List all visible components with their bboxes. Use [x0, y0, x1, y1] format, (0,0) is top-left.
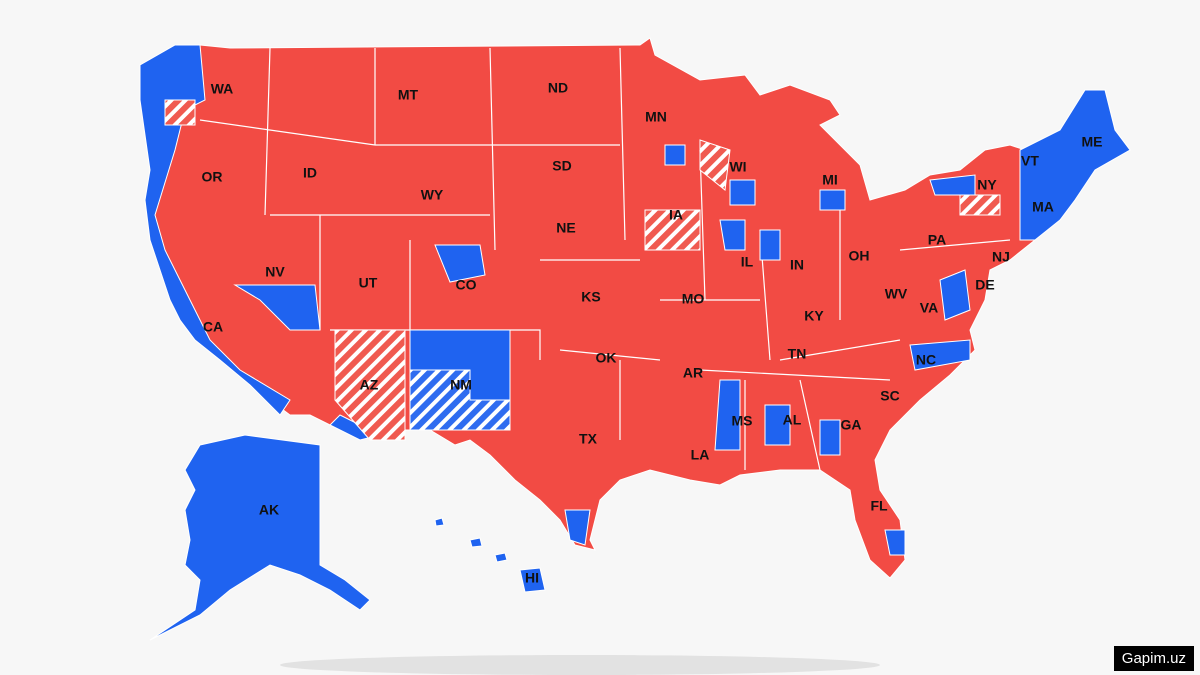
- state-label: TN: [788, 346, 807, 362]
- state-label: ID: [303, 165, 317, 181]
- shadow: [280, 655, 880, 675]
- state-label: MO: [682, 291, 705, 307]
- state-label: PA: [928, 232, 946, 248]
- state-label: FL: [870, 498, 888, 514]
- hawaii: [434, 517, 546, 593]
- state-label: IN: [790, 257, 804, 273]
- watermark: Gapim.uz: [1113, 646, 1194, 671]
- state-label: OK: [596, 350, 617, 366]
- state-label: GA: [841, 417, 862, 433]
- state-label: WY: [421, 187, 444, 203]
- state-label: VA: [920, 300, 938, 316]
- state-label: MN: [645, 109, 667, 125]
- state-label: LA: [691, 447, 710, 463]
- state-label: NY: [977, 177, 997, 193]
- state-label: NM: [450, 377, 472, 393]
- state-label: MT: [398, 87, 419, 103]
- mainland: [139, 37, 1131, 579]
- state-label: OH: [849, 248, 870, 264]
- state-label: UT: [359, 275, 378, 291]
- state-label: WA: [211, 81, 234, 97]
- state-label: MI: [822, 172, 838, 188]
- state-label: ME: [1082, 134, 1103, 150]
- state-label: AZ: [360, 377, 379, 393]
- state-label: NC: [916, 352, 936, 368]
- state-label: NJ: [992, 249, 1010, 265]
- state-label: OR: [202, 169, 223, 185]
- state-label: SD: [552, 158, 571, 174]
- state-label: HI: [525, 570, 539, 586]
- state-label: MA: [1032, 199, 1054, 215]
- state-label: AR: [683, 365, 703, 381]
- state-label: WI: [729, 159, 746, 175]
- state-label: KS: [581, 289, 600, 305]
- state-label: IL: [741, 254, 754, 270]
- state-label: NE: [556, 220, 575, 236]
- alaska: [149, 434, 371, 641]
- state-label: CA: [203, 319, 223, 335]
- state-label: SC: [880, 388, 899, 404]
- state-label: VT: [1021, 153, 1039, 169]
- state-borders: [199, 47, 1011, 471]
- state-label: AK: [259, 502, 279, 518]
- state-label: IA: [669, 207, 683, 223]
- state-label: WV: [885, 286, 908, 302]
- state-label: NV: [265, 264, 285, 280]
- districts: [139, 37, 1131, 641]
- state-label: AL: [783, 412, 802, 428]
- state-labels: WA OR ID MT WY ND SD NE MN WI IA MI NY VT ME MA CA NV UT CO…: [202, 80, 1103, 586]
- state-label: CO: [456, 277, 477, 293]
- state-label: MS: [732, 413, 753, 429]
- state-label: DE: [975, 277, 994, 293]
- state-label: TX: [579, 431, 598, 447]
- state-label: ND: [548, 80, 568, 96]
- state-label: KY: [804, 308, 824, 324]
